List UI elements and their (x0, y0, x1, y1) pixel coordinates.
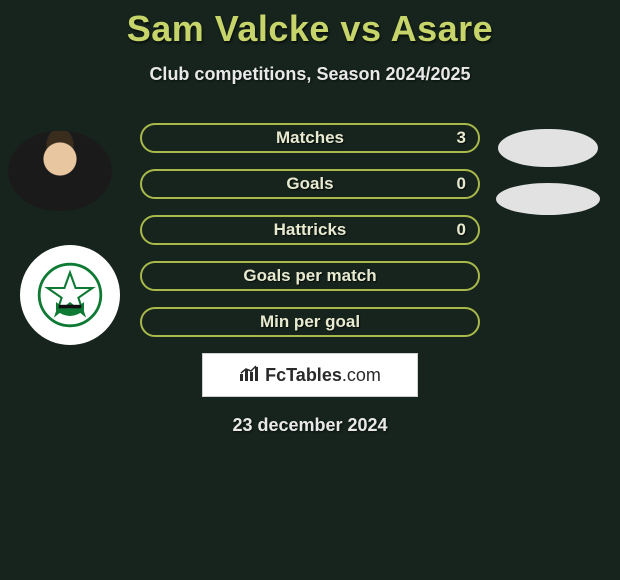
stat-bar-hattricks: Hattricks 0 (140, 215, 480, 245)
brand-name: FcTables (265, 365, 342, 385)
brand-chart-icon (239, 364, 261, 387)
stat-label: Hattricks (274, 220, 347, 240)
stat-value-player1: 3 (457, 128, 466, 148)
player1-club-badge (20, 245, 120, 345)
subtitle: Club competitions, Season 2024/2025 (0, 64, 620, 85)
brand-suffix: .com (342, 365, 381, 385)
page-title: Sam Valcke vs Asare (0, 0, 620, 50)
stat-label: Matches (276, 128, 344, 148)
stat-value-player1: 0 (457, 220, 466, 240)
club-badge-icon (20, 245, 120, 345)
stat-label: Min per goal (260, 312, 360, 332)
stat-label: Goals (286, 174, 333, 194)
stat-bars: Matches 3 Goals 0 Hattricks 0 Goals per … (140, 123, 480, 337)
brand-box: FcTables.com (202, 353, 418, 397)
brand-text: FcTables.com (265, 365, 381, 386)
stat-value-player1: 0 (457, 174, 466, 194)
stat-bar-goals-per-match: Goals per match (140, 261, 480, 291)
player-face-placeholder (8, 131, 112, 211)
comparison-content: Matches 3 Goals 0 Hattricks 0 Goals per … (0, 123, 620, 436)
stat-bar-goals: Goals 0 (140, 169, 480, 199)
stat-bar-matches: Matches 3 (140, 123, 480, 153)
stat-label: Goals per match (243, 266, 376, 286)
player1-avatar (8, 131, 112, 211)
stat-bar-min-per-goal: Min per goal (140, 307, 480, 337)
player2-club-placeholder (496, 183, 600, 215)
date-text: 23 december 2024 (0, 415, 620, 436)
player2-avatar (498, 129, 598, 167)
